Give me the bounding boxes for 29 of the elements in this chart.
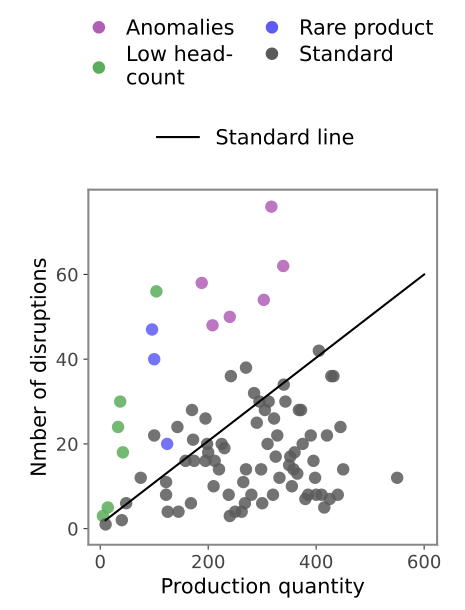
y-tick-label: 60 [56,268,78,282]
x-tick-label: 0 [96,554,105,568]
point [114,395,126,408]
point [112,420,124,434]
point [206,319,219,332]
x-axis-title: Production quantity [162,577,364,598]
x-tick-label: 600 [408,554,440,568]
point [196,276,208,290]
legend-label: Low head- count [127,45,232,85]
point [150,285,163,298]
y-tick-label: 0 [68,522,78,536]
point [277,260,290,272]
point [258,294,270,306]
legend-label: Standard line [216,128,354,145]
point [265,200,278,213]
legend-label: Standard [300,45,392,62]
point [146,323,158,336]
y-tick-label: 20 [56,437,78,452]
y-axis-title: Nmber of disruptions [30,258,50,475]
point [148,352,160,366]
x-tick-label: 400 [300,554,332,568]
x-tick-label: 200 [192,554,224,568]
point [224,310,236,324]
point [160,438,174,450]
y-tick-label: 40 [56,352,78,366]
point [116,446,130,459]
legend-label: Rare product [301,18,433,39]
point [102,501,114,514]
legend-label: Anomalies [126,18,234,35]
